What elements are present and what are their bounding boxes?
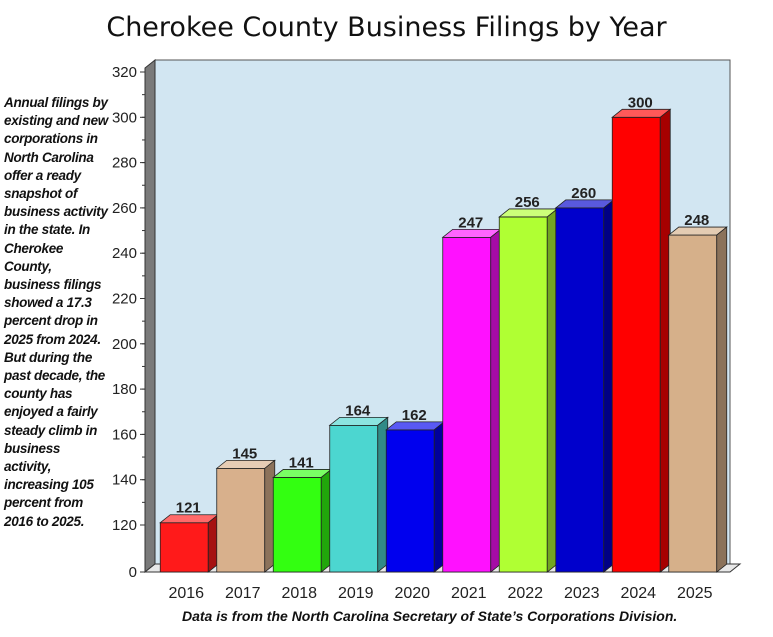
bar-front — [329, 424, 379, 573]
x-tick-label: 2017 — [225, 585, 261, 602]
data-label: 162 — [402, 407, 427, 424]
bar-front — [668, 234, 718, 573]
y-tick-label: 300 — [112, 109, 137, 126]
y-tick-label: 180 — [112, 381, 137, 398]
y-tick-label: 260 — [112, 200, 137, 217]
bar-front — [498, 216, 548, 573]
data-label: 121 — [176, 500, 201, 517]
side-note: Annual filings by existing and new corpo… — [4, 95, 108, 529]
y-tick-label: 240 — [112, 245, 137, 262]
data-label: 260 — [571, 185, 596, 202]
data-label: 164 — [345, 402, 371, 419]
y-tick-label: 280 — [112, 155, 137, 172]
bar-2023 — [554, 199, 615, 573]
y-tick-label: 220 — [112, 291, 137, 308]
bar-2019 — [328, 416, 389, 573]
bar-front — [555, 207, 605, 573]
bar-front — [385, 429, 435, 573]
bar-front — [216, 467, 266, 573]
bar-2018 — [272, 468, 333, 573]
x-tick-label: 2022 — [507, 585, 543, 602]
source-note: Data is from the North Carolina Secretar… — [182, 608, 678, 624]
bar-front — [272, 477, 322, 573]
y-tick-label: 160 — [112, 426, 137, 443]
bar-2016 — [159, 513, 220, 573]
bar-front — [442, 236, 492, 573]
bar-2017 — [215, 459, 276, 573]
bar-2024 — [611, 108, 672, 573]
y-tick-label: 200 — [112, 336, 137, 353]
x-tick-label: 2018 — [281, 585, 317, 602]
y-tick-label: 320 — [112, 64, 137, 81]
y-tick-label: 140 — [112, 472, 137, 489]
x-tick-label: 2024 — [620, 585, 656, 602]
bar-front — [611, 116, 661, 573]
data-label: 247 — [458, 214, 483, 231]
x-tick-label: 2025 — [677, 585, 713, 602]
y-axis: 0 120 140 160 180 200 220 240 260 280 300 320 — [112, 64, 145, 581]
bar-2021 — [441, 228, 502, 573]
chart-title: Cherokee County Business Filings by Year — [106, 12, 667, 43]
bar-2020 — [385, 421, 446, 573]
bar-side — [716, 226, 728, 573]
bar-2022 — [498, 208, 559, 573]
bar-front — [159, 522, 209, 573]
y-tick-label: 0 — [129, 564, 137, 581]
bar-2025 — [667, 226, 728, 573]
x-axis: 2016 2017 2018 2019 2020 2021 2022 2023 2024 2025 — [168, 585, 712, 602]
plot-side-wall — [144, 58, 156, 574]
x-tick-label: 2021 — [451, 585, 487, 602]
x-tick-label: 2016 — [168, 585, 204, 602]
y-tick-label: 120 — [112, 517, 137, 534]
data-label: 141 — [289, 454, 314, 471]
x-tick-label: 2023 — [564, 585, 600, 602]
bars — [159, 108, 728, 573]
data-label: 300 — [628, 94, 653, 111]
data-label: 256 — [515, 194, 540, 211]
x-tick-label: 2019 — [338, 585, 374, 602]
x-tick-label: 2020 — [394, 585, 430, 602]
data-labels: 121 145 141 164 162 247 256 260 300 248 — [176, 94, 710, 516]
data-label: 248 — [684, 212, 709, 229]
data-label: 145 — [232, 445, 257, 462]
